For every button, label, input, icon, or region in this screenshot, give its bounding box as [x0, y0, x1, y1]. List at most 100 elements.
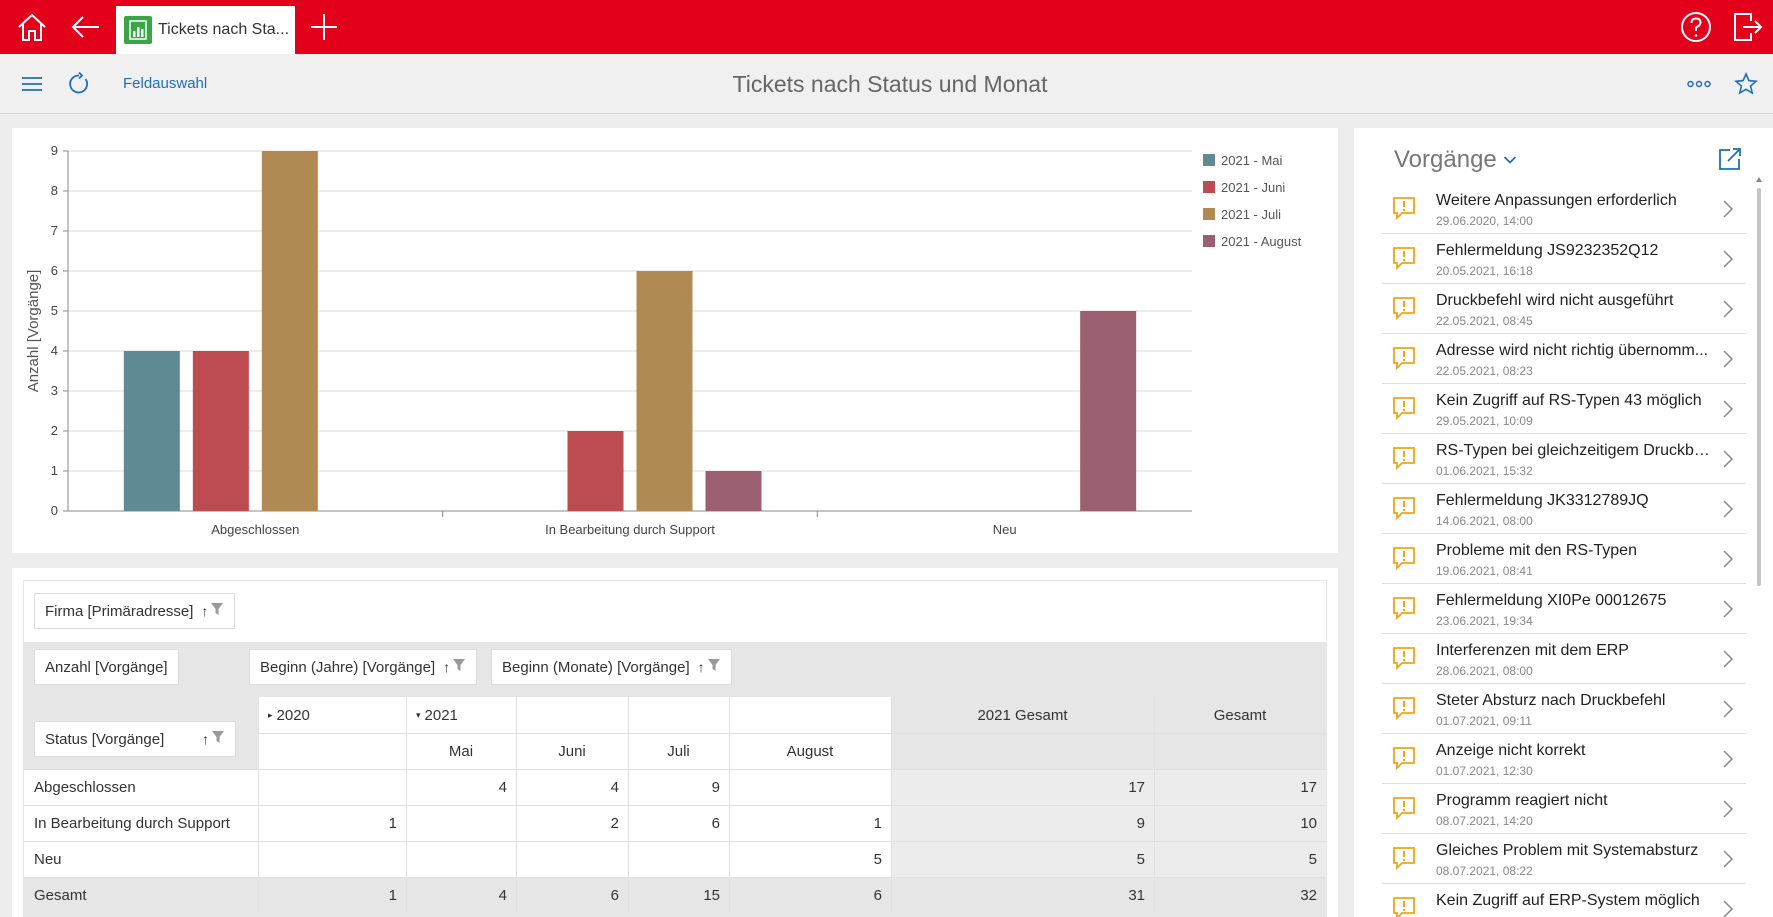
list-item[interactable]: Gleiches Problem mit Systemabsturz 08.07.… — [1382, 834, 1746, 884]
filter-field-button[interactable]: Firma [Primäradresse] ↑ — [34, 593, 236, 629]
pivot-value-cell: 5 — [1308, 850, 1317, 868]
report-icon — [124, 16, 152, 44]
y-tick-label: 2 — [51, 423, 58, 438]
list-item[interactable]: Fehlermeldung JK3312789JQ 14.06.2021, 08:… — [1382, 484, 1746, 534]
total-2021-header: 2021 Gesamt — [977, 706, 1068, 724]
pivot-value-cell — [516, 841, 628, 877]
chevron-right-icon[interactable] — [1722, 699, 1734, 724]
pivot-value-cell — [258, 841, 406, 877]
more-icon[interactable] — [1684, 54, 1714, 114]
list-item[interactable]: Kein Zugriff auf ERP-System möglich — [1382, 884, 1746, 917]
pivot-value-cell: 6 — [516, 877, 628, 913]
list-item[interactable]: Probleme mit den RS-Typen 19.06.2021, 08:… — [1382, 534, 1746, 584]
chevron-right-icon[interactable] — [1722, 299, 1734, 324]
refresh-icon[interactable] — [64, 54, 94, 114]
bar — [261, 151, 318, 511]
chevron-right-icon[interactable] — [1722, 849, 1734, 874]
chevron-right-icon[interactable] — [1722, 349, 1734, 374]
ticket-warning-icon — [1392, 346, 1416, 375]
tab-tickets[interactable]: Tickets nach Sta... — [116, 6, 295, 54]
chevron-right-icon[interactable] — [1722, 399, 1734, 424]
list-item[interactable]: Fehlermeldung JS9232352Q12 20.05.2021, 16… — [1382, 234, 1746, 284]
sort-icon[interactable]: ↑ — [443, 659, 451, 675]
bar — [567, 431, 624, 511]
chevron-right-icon[interactable] — [1722, 549, 1734, 574]
filter-icon[interactable] — [452, 658, 466, 676]
list-item[interactable]: Weitere Anpassungen erforderlich 29.06.20… — [1382, 184, 1746, 234]
pivot-value-cell: 1 — [873, 814, 882, 832]
chevron-right-icon[interactable] — [1722, 599, 1734, 624]
vorgaenge-title[interactable]: Vorgänge — [1394, 146, 1517, 174]
legend-label: 2021 - Juli — [1221, 207, 1281, 222]
row-field-button[interactable]: Status [Vorgänge] ↑ — [34, 721, 236, 757]
grid-line — [258, 733, 1326, 734]
y-tick-label: 8 — [51, 183, 58, 198]
pivot-value-cell: 4 — [498, 778, 507, 796]
filter-icon[interactable] — [210, 602, 224, 620]
legend-label: 2021 - Juni — [1221, 180, 1285, 195]
item-date: 29.06.2020, 14:00 — [1436, 214, 1533, 228]
x-tick-label: In Bearbeitung durch Support — [545, 522, 715, 537]
grand-total-header: Gesamt — [1213, 706, 1267, 724]
chevron-right-icon[interactable] — [1722, 749, 1734, 774]
column-field-years-button[interactable]: Beginn (Jahre) [Vorgänge] ↑ — [249, 649, 478, 685]
chevron-right-icon[interactable] — [1722, 899, 1734, 917]
ticket-warning-icon — [1392, 596, 1416, 625]
item-title: Weitere Anpassungen erforderlich — [1436, 192, 1677, 209]
x-tick-label: Abgeschlossen — [211, 522, 299, 537]
filter-icon[interactable] — [211, 730, 225, 748]
field-selection-link[interactable]: Feldauswahl — [123, 75, 208, 92]
list-scrollbar[interactable] — [1756, 177, 1762, 908]
list-item[interactable]: Druckbefehl wird nicht ausgeführt 22.05.2… — [1382, 284, 1746, 334]
chevron-right-icon[interactable] — [1722, 649, 1734, 674]
pivot-value-cell — [406, 805, 516, 841]
favorite-star-icon[interactable] — [1731, 54, 1761, 114]
item-title: Gleiches Problem mit Systemabsturz — [1436, 842, 1699, 859]
list-item[interactable]: Programm reagiert nicht 08.07.2021, 14:20 — [1382, 784, 1746, 834]
chevron-right-icon[interactable] — [1722, 799, 1734, 824]
item-title: Druckbefehl wird nicht ausgeführt — [1436, 292, 1674, 309]
item-title: Adresse wird nicht richtig übernomm... — [1436, 342, 1709, 359]
list-item[interactable]: Fehlermeldung XI0Pe 00012675 23.06.2021, … — [1382, 584, 1746, 634]
bar — [123, 351, 180, 511]
list-item[interactable]: Kein Zugriff auf RS-Typen 43 möglich 29.0… — [1382, 384, 1746, 434]
filter-icon[interactable] — [707, 658, 721, 676]
list-item[interactable]: Adresse wird nicht richtig übernomm... 22… — [1382, 334, 1746, 384]
row-label: Neu — [34, 850, 62, 868]
add-tab-icon[interactable] — [302, 0, 346, 54]
month-header: Juli — [667, 742, 690, 760]
list-item[interactable]: RS-Typen bei gleichzeitigem Druckbe... 01… — [1382, 434, 1746, 484]
list-item[interactable]: Steter Absturz nach Druckbefehl 01.07.202… — [1382, 684, 1746, 734]
item-title: Probleme mit den RS-Typen — [1436, 542, 1637, 559]
bar — [636, 271, 693, 511]
data-field-button[interactable]: Anzahl [Vorgänge] — [34, 649, 179, 685]
home-icon[interactable] — [8, 0, 56, 54]
chevron-right-icon[interactable] — [1722, 499, 1734, 524]
list-item[interactable]: Anzeige nicht korrekt 01.07.2021, 12:30 — [1382, 734, 1746, 784]
pivot-value-cell: 1 — [388, 814, 397, 832]
scrollbar-thumb[interactable] — [1757, 188, 1761, 586]
chevron-right-icon[interactable] — [1722, 249, 1734, 274]
data-field-label: Anzahl [Vorgänge] — [45, 658, 168, 676]
open-external-icon[interactable] — [1717, 146, 1743, 177]
legend-label: 2021 - August — [1221, 234, 1302, 249]
back-icon[interactable] — [62, 0, 110, 54]
chevron-right-icon[interactable] — [1722, 199, 1734, 224]
menu-icon[interactable] — [16, 54, 48, 114]
item-title: Fehlermeldung XI0Pe 00012675 — [1436, 592, 1667, 609]
bar — [1080, 311, 1137, 511]
month-header: Mai — [448, 742, 474, 760]
month-header: August — [786, 742, 834, 760]
list-item[interactable]: Interferenzen mit dem ERP 28.06.2021, 08:… — [1382, 634, 1746, 684]
vorgaenge-panel: Vorgänge Weitere Anpassungen erforderlic… — [1354, 128, 1773, 917]
pivot-value-cell — [729, 769, 891, 805]
column-field-months-button[interactable]: Beginn (Monate) [Vorgänge] ↑ — [491, 649, 732, 685]
sort-icon[interactable]: ↑ — [201, 603, 209, 619]
chevron-right-icon[interactable] — [1722, 449, 1734, 474]
y-tick-label: 5 — [51, 303, 58, 318]
logout-icon[interactable] — [1722, 0, 1770, 54]
help-icon[interactable] — [1672, 0, 1720, 54]
item-title: Kein Zugriff auf RS-Typen 43 möglich — [1436, 392, 1702, 409]
sort-icon[interactable]: ↑ — [697, 659, 705, 675]
sort-icon[interactable]: ↑ — [202, 731, 209, 747]
